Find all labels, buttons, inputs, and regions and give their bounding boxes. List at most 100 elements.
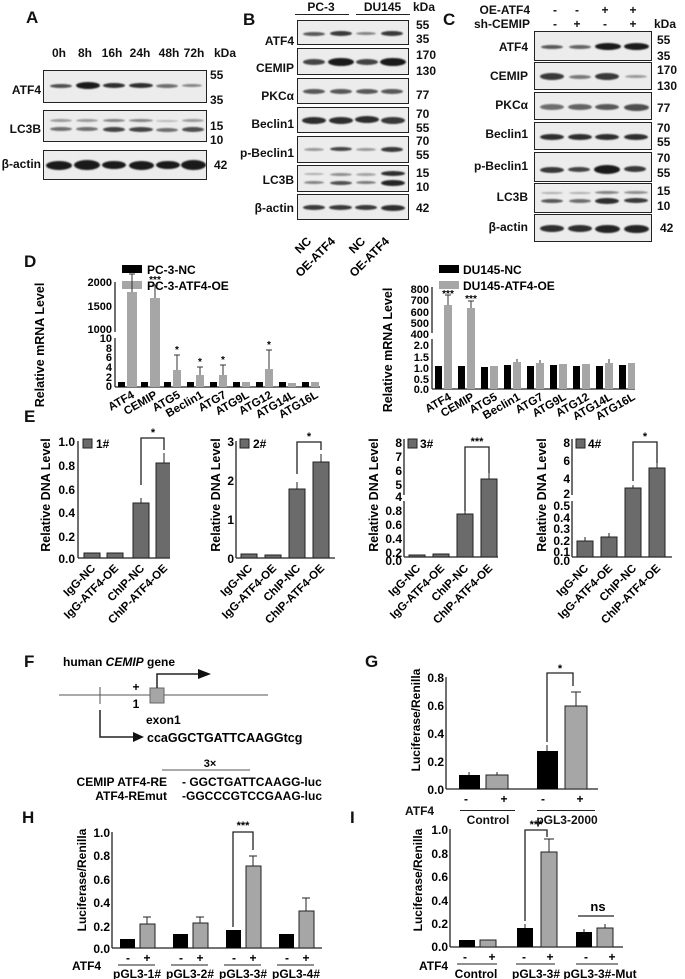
svg-text:PC-3-ATF4-OE: PC-3-ATF4-OE	[147, 279, 229, 293]
svg-text:2.0: 2.0	[414, 340, 429, 352]
svg-text:0.4: 0.4	[385, 532, 402, 546]
kda-marker: 35	[657, 49, 671, 63]
svg-text:+: +	[546, 950, 553, 964]
svg-text:0.0: 0.0	[385, 554, 402, 568]
svg-text:3×: 3×	[204, 758, 217, 770]
svg-text:-: -	[584, 950, 588, 964]
blot-p-beclin1	[534, 152, 652, 182]
svg-text:1000: 1000	[88, 324, 112, 336]
kda-marker: 77	[416, 88, 430, 102]
blot-row-label: β-actin	[488, 220, 528, 234]
blot-row-label: p-Beclin1	[239, 146, 294, 160]
kda-marker: 15	[657, 184, 671, 198]
chart-d-du145: Relative mRNA Level DU145-NC DU145-ATF4-…	[381, 263, 638, 420]
kda-marker: 55	[416, 18, 430, 32]
blot-beclin1	[297, 107, 409, 133]
blot-lc3b	[297, 165, 409, 192]
blot-beta-actin	[297, 194, 409, 220]
svg-text:700: 700	[411, 295, 429, 307]
svg-text:8: 8	[106, 343, 112, 355]
svg-text:Luciferase/Renilla: Luciferase/Renilla	[411, 828, 425, 931]
svg-text:0.0: 0.0	[553, 554, 570, 568]
kda-marker: 77	[657, 101, 671, 115]
lane-label: 48h	[158, 46, 180, 60]
svg-text:pGL3-1#: pGL3-1#	[113, 967, 161, 979]
kda-marker: 55	[416, 148, 430, 162]
lane-labels-b: NC OE-ATF4 NC OE-ATF4	[292, 234, 392, 280]
panel-label-b: B	[243, 10, 256, 29]
svg-text:0.4: 0.4	[431, 894, 448, 908]
kda-marker: 55	[210, 68, 224, 82]
svg-text:+: +	[500, 792, 507, 805]
svg-text:1500: 1500	[88, 301, 112, 313]
svg-text:PC-3-NC: PC-3-NC	[147, 263, 196, 277]
svg-text:Relative mRNA Level: Relative mRNA Level	[381, 288, 395, 413]
svg-text:-: -	[285, 951, 289, 965]
svg-text:Relative DNA Level: Relative DNA Level	[367, 438, 381, 551]
svg-text:0.5: 0.5	[553, 499, 570, 513]
svg-text:0.4: 0.4	[427, 727, 444, 741]
condition-sign: +	[601, 3, 609, 17]
svg-text:0.4: 0.4	[553, 511, 570, 525]
svg-text:+: +	[488, 950, 495, 964]
svg-text:0.2: 0.2	[553, 534, 570, 548]
chart-i-luciferase: Luciferase/Renilla 1.0 0.8 0.6 0.4 0.2 0…	[411, 820, 637, 979]
svg-text:3#: 3#	[420, 437, 434, 451]
svg-text:ns: ns	[590, 899, 605, 914]
blot-beta-actin	[534, 214, 652, 242]
svg-text:1: 1	[227, 513, 234, 527]
svg-text:0.0: 0.0	[427, 783, 444, 797]
blot-row-label: β-actin	[1, 157, 41, 171]
kda-marker: 130	[657, 79, 678, 93]
kda-label: kDa	[654, 17, 677, 31]
svg-text:***: ***	[471, 436, 485, 448]
svg-text:2: 2	[563, 487, 570, 501]
panel-label-c: C	[443, 10, 456, 29]
kda-label: kDa	[413, 0, 436, 14]
svg-text:-: -	[464, 792, 468, 805]
blot-row-label: LC3B	[9, 122, 41, 136]
group-label: Control	[466, 813, 510, 827]
chart-d-pc3: Relative mRNA Level PC-3-NC PC-3-ATF4-OE…	[33, 263, 321, 420]
svg-text:-: -	[522, 950, 526, 964]
svg-text:***: ***	[149, 275, 161, 286]
svg-text:8: 8	[563, 436, 570, 450]
panel-label-g: G	[365, 652, 379, 671]
blot-lc3b	[534, 183, 652, 213]
lane-label: 8h	[77, 46, 92, 60]
svg-text:exon1: exon1	[146, 713, 181, 727]
chart-e-2: Relative DNA Level 2# 3 2 1 0 * IgG-NC I…	[209, 431, 335, 627]
svg-text:1: 1	[133, 697, 140, 711]
svg-text:0.6: 0.6	[58, 483, 75, 497]
svg-text:0.2: 0.2	[427, 755, 444, 769]
svg-text:0.4: 0.4	[58, 506, 75, 520]
chart-g-luciferase: Luciferase/Renilla 0.8 0.6 0.4 0.2 0.0 *…	[409, 663, 598, 805]
kda-marker: 42	[416, 201, 430, 215]
svg-text:ATF4: ATF4	[419, 959, 448, 973]
group-label: pGL3-2000	[536, 813, 598, 827]
svg-text:ATF4-REmut: ATF4-REmut	[95, 789, 167, 803]
blot-beta-actin	[43, 150, 207, 180]
svg-text:Relative mRNA Level: Relative mRNA Level	[33, 283, 47, 408]
svg-text:-: -	[179, 951, 183, 965]
svg-text:human CEMIP gene: human CEMIP gene	[63, 655, 175, 669]
svg-text:0.2: 0.2	[431, 917, 448, 931]
lane-label: 16h	[101, 46, 123, 60]
svg-text:Relative DNA Level: Relative DNA Level	[39, 438, 53, 551]
kda-marker: 170	[657, 63, 678, 77]
svg-text:ccaGGCTGATTCAAGGtcg: ccaGGCTGATTCAAGGtcg	[147, 731, 302, 745]
blot-cemip	[534, 62, 652, 90]
svg-text:+: +	[608, 950, 615, 964]
svg-text:DU145-ATF4-OE: DU145-ATF4-OE	[463, 279, 555, 293]
svg-text:0.6: 0.6	[93, 873, 110, 887]
kda-marker: 55	[657, 135, 671, 149]
kda-marker: 130	[416, 64, 437, 78]
svg-text:-: -	[232, 951, 236, 965]
svg-text:*: *	[198, 357, 202, 368]
svg-text:+: +	[249, 951, 256, 965]
svg-text:1.0: 1.0	[431, 823, 448, 837]
blot-row-label: PKCα	[261, 89, 294, 103]
svg-text:*: *	[175, 345, 179, 356]
condition-label: OE-ATF4	[479, 3, 530, 17]
svg-text:1.5: 1.5	[414, 352, 429, 364]
